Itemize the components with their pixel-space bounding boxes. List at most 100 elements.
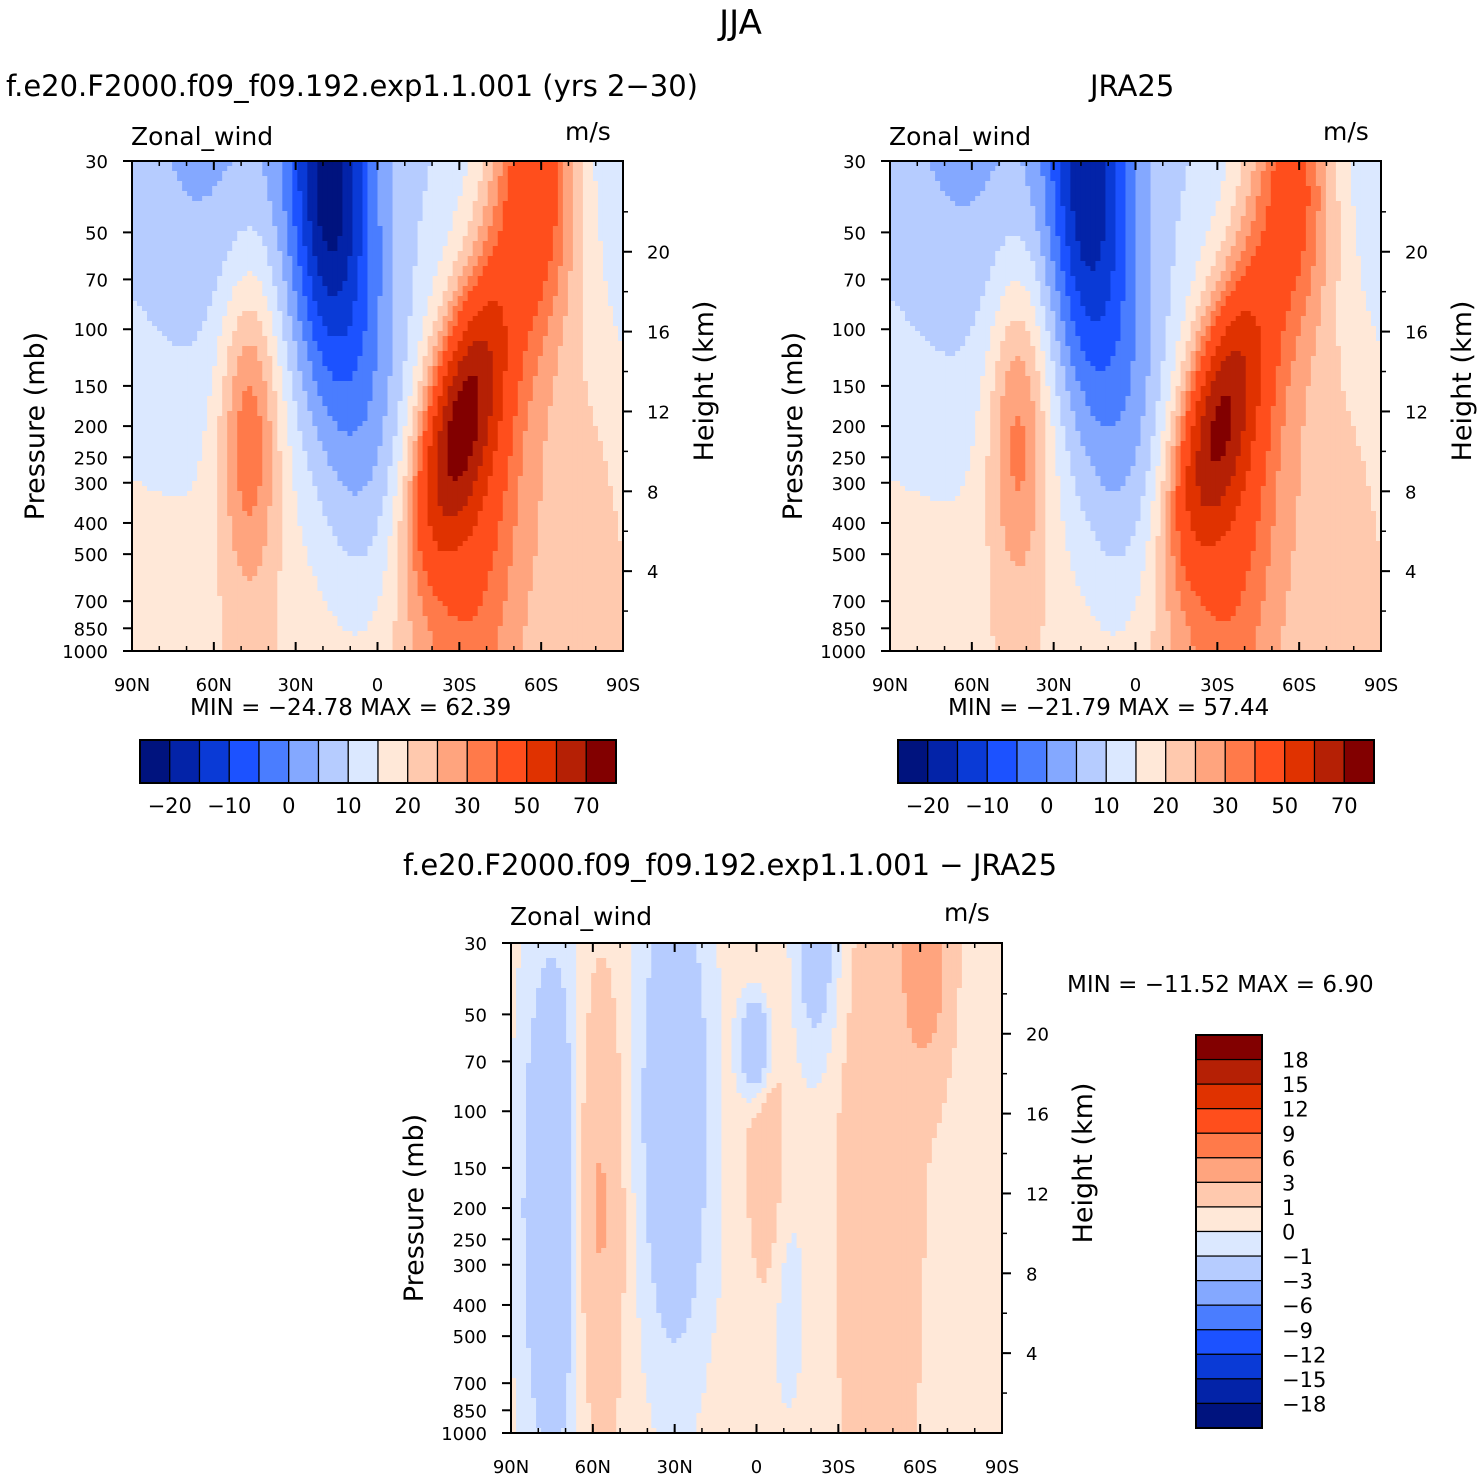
field-cell [533,311,539,317]
field-cell [458,246,464,252]
field-cell [302,201,308,207]
field-cell [262,306,268,312]
field-cell [508,386,514,392]
field-cell [543,391,549,397]
field-cell [593,231,599,237]
field-cell [513,231,519,237]
field-cell [563,211,569,217]
field-cell [418,261,424,267]
field-cell [533,326,539,332]
field-cell [553,361,559,367]
field-cell [242,211,248,217]
field-cell [598,321,604,327]
field-cell [588,351,594,357]
field-cell [192,286,198,292]
field-cell [337,386,343,392]
field-cell [192,296,198,302]
field-cell [393,411,399,417]
field-cell [603,221,609,227]
field-cell [603,196,609,202]
field-cell [372,341,378,347]
field-cell [237,281,243,287]
field-cell [242,266,248,272]
field-cell [453,171,459,177]
field-cell [588,321,594,327]
field-cell [533,406,539,412]
field-cell [378,186,384,192]
field-cell [573,401,579,407]
field-cell [197,396,203,402]
field-cell [548,266,554,272]
field-cell [362,391,368,397]
field-cell [192,281,198,287]
field-cell [287,256,293,262]
field-cell [182,406,188,412]
field-cell [167,276,173,282]
field-cell [152,361,158,367]
field-cell [378,261,384,267]
field-cell [563,191,569,197]
field-cell [152,166,158,172]
field-cell [242,326,248,332]
field-cell [583,166,589,172]
field-cell [413,311,419,317]
field-cell [372,411,378,417]
field-cell [483,341,489,347]
field-cell [357,186,363,192]
field-cell [277,301,283,307]
field-cell [182,316,188,322]
field-cell [553,346,559,352]
field-cell [237,351,243,357]
field-cell [297,301,303,307]
field-cell [588,176,594,182]
field-cell [257,346,263,352]
field-cell [428,401,434,407]
field-cell [347,406,353,412]
field-cell [142,316,148,322]
field-cell [177,241,183,247]
field-cell [222,216,228,222]
field-cell [523,251,529,257]
field-cell [252,216,258,222]
field-cell [528,216,534,222]
field-cell [137,341,143,347]
field-cell [498,236,504,242]
field-cell [458,216,464,222]
field-cell [192,361,198,367]
field-cell [162,346,168,352]
field-cell [418,411,424,417]
field-cell [137,381,143,387]
field-cell [573,321,579,327]
field-cell [212,246,218,252]
field-cell [528,191,534,197]
field-cell [538,311,544,317]
field-cell [287,351,293,357]
field-cell [197,386,203,392]
field-cell [197,351,203,357]
field-cell [428,301,434,307]
field-cell [297,181,303,187]
field-cell [438,391,444,397]
field-cell [438,366,444,372]
field-cell [588,286,594,292]
field-cell [413,291,419,297]
field-cell [543,241,549,247]
field-cell [277,266,283,272]
field-cell [478,306,484,312]
field-cell [277,271,283,277]
field-cell [473,366,479,372]
field-cell [608,386,614,392]
field-cell [242,311,248,317]
field-cell [327,391,333,397]
field-cell [357,321,363,327]
field-cell [317,341,323,347]
field-cell [327,291,333,297]
field-cell [292,376,298,382]
field-cell [578,281,584,287]
field-cell [142,186,148,192]
field-cell [347,381,353,387]
field-cell [207,376,213,382]
field-cell [327,226,333,232]
field-cell [403,406,409,412]
field-cell [573,356,579,362]
